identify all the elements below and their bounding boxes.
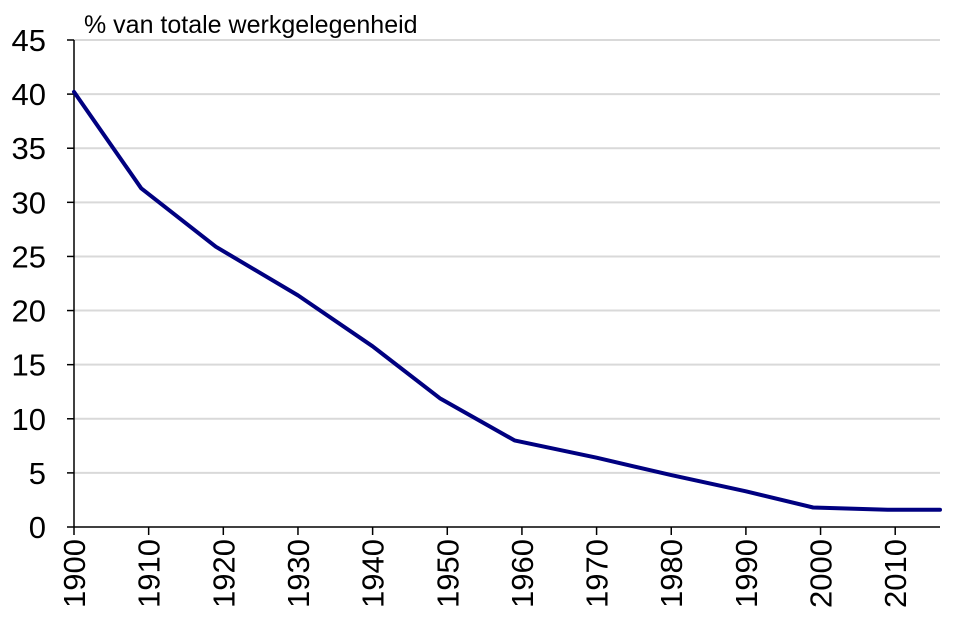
y-tick-label-35: 35 [12,131,46,166]
x-tick-label-1910: 1910 [132,539,167,608]
x-tick-label-1970: 1970 [580,539,615,608]
series-layer [72,89,942,512]
x-tick-label-1920: 1920 [206,539,241,608]
y-tick-label-0: 0 [29,510,46,545]
x-tick-label-1990: 1990 [729,539,764,608]
x-tick-label-2000: 2000 [804,539,839,608]
x-tick-label-1950: 1950 [430,539,465,608]
y-tick-label-25: 25 [12,239,46,274]
y-tick-label-15: 15 [12,348,46,383]
y-axis-ticks: 0 5 10 15 20 25 30 35 40 45 [12,23,74,545]
x-tick-label-1900: 1900 [57,539,92,608]
y-tick-label-20: 20 [12,294,46,329]
y-tick-label-40: 40 [12,77,46,112]
x-axis-ticks: 1900 1910 1920 1930 1940 1950 1960 1970 1980 1990… [57,527,913,608]
x-tick-label-1940: 1940 [356,539,391,608]
x-tick-label-1960: 1960 [505,539,540,608]
grid-lines [74,39,940,474]
series-line-0 [72,89,942,512]
y-tick-label-10: 10 [12,402,46,437]
y-tick-label-45: 45 [12,23,46,58]
y-tick-label-5: 5 [29,456,46,491]
axes [73,40,940,528]
x-tick-label-2010: 2010 [878,539,913,608]
chart-title: % van totale werkgelegenheid [84,11,418,39]
x-tick-label-1930: 1930 [281,539,316,608]
x-tick-label-1980: 1980 [654,539,689,608]
y-tick-label-30: 30 [12,185,46,220]
